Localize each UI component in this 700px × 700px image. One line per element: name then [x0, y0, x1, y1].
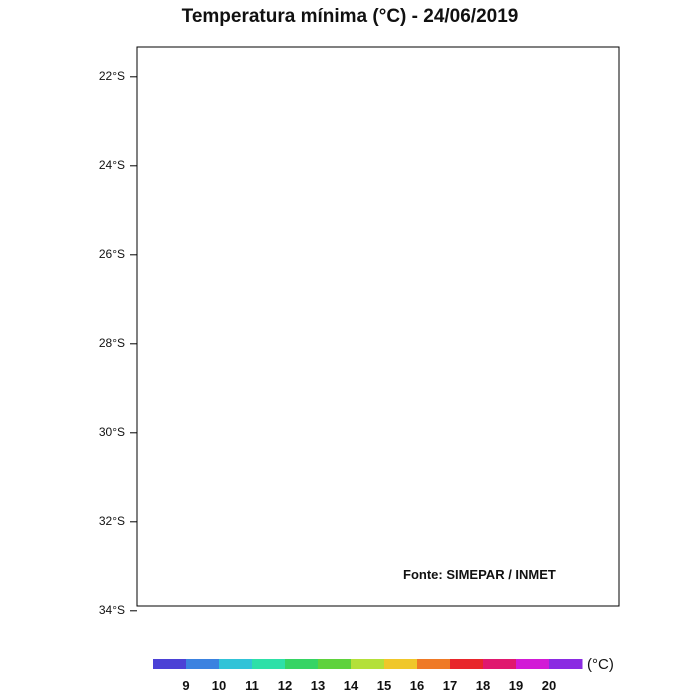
lat-tick-label: 22°S	[99, 69, 125, 83]
colorbar-label: 10	[212, 678, 226, 693]
colorbar-swatch	[483, 659, 517, 669]
colorbar-label: 16	[410, 678, 424, 693]
colorbar-swatch	[153, 659, 187, 669]
colorbar-swatch	[384, 659, 418, 669]
lat-tick-label: 30°S	[99, 425, 125, 439]
colorbar-swatch	[285, 659, 319, 669]
lat-tick-label: 26°S	[99, 247, 125, 261]
colorbar-label: 13	[311, 678, 325, 693]
map-frame	[136, 46, 620, 607]
colorbar-label: 9	[182, 678, 189, 693]
colorbar-label: 20	[542, 678, 556, 693]
lat-tick-label: 34°S	[99, 603, 125, 617]
colorbar-swatch	[549, 659, 583, 669]
colorbar-label: 11	[245, 678, 259, 693]
colorbar-label: 12	[278, 678, 292, 693]
colorbar-swatch	[219, 659, 253, 669]
colorbar-swatch	[318, 659, 352, 669]
lat-tick-label: 24°S	[99, 158, 125, 172]
colorbar: 9 10 11 12 13 14 15 16 17 18 19 20	[153, 659, 583, 693]
colorbar-label: 19	[509, 678, 523, 693]
map-title: Temperatura mínima (°C) - 24/06/2019	[181, 6, 519, 27]
colorbar-label: 15	[377, 678, 391, 693]
map-axes: 22°S24°S26°S28°S30°S32°S34°S58°W56°W54°W…	[99, 69, 137, 617]
lat-tick-label: 28°S	[99, 336, 125, 350]
colorbar-swatch	[186, 659, 220, 669]
colorbar-swatch	[351, 659, 385, 669]
lat-tick-label: 32°S	[99, 514, 125, 528]
source-label: Fonte: SIMEPAR / INMET	[403, 567, 556, 582]
colorbar-unit: (°C)	[587, 656, 614, 673]
colorbar-label: 14	[344, 678, 359, 693]
colorbar-label: 18	[476, 678, 490, 693]
colorbar-swatch	[252, 659, 286, 669]
colorbar-label: 17	[443, 678, 457, 693]
colorbar-swatch	[417, 659, 451, 669]
colorbar-swatch	[516, 659, 550, 669]
colorbar-swatch	[450, 659, 484, 669]
